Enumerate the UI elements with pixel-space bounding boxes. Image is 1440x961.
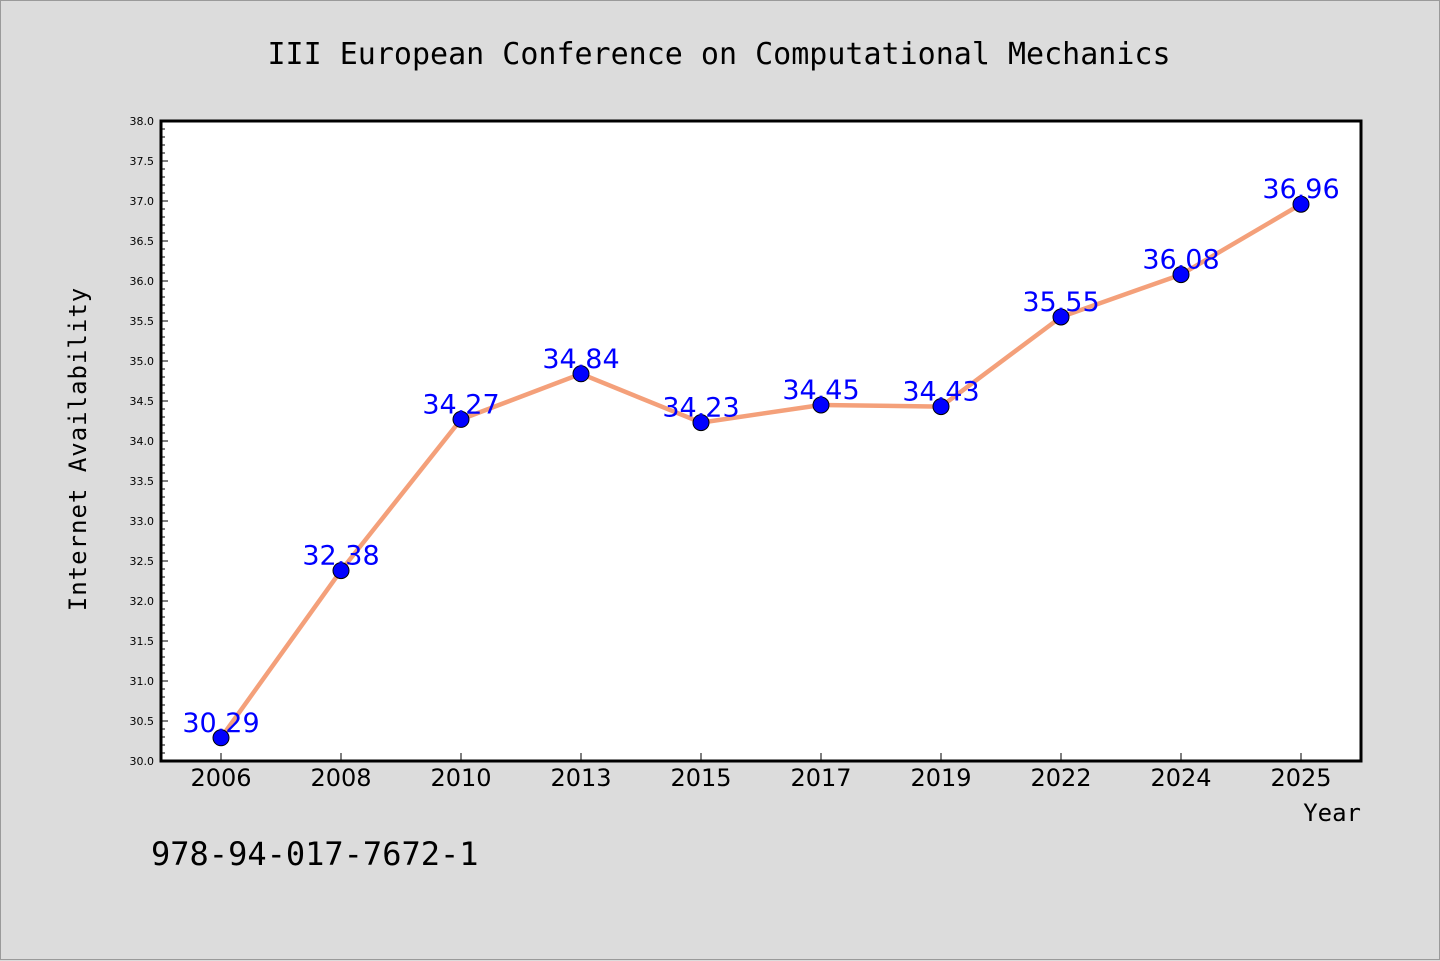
x-axis-label: Year (1303, 799, 1361, 827)
x-tick-label: 2024 (1150, 764, 1211, 792)
y-tick-label: 31.0 (130, 675, 155, 688)
data-point (1052, 308, 1070, 326)
data-label: 34.84 (542, 344, 619, 375)
chart-title: III European Conference on Computational… (267, 37, 1170, 72)
y-tick-label: 33.5 (130, 475, 155, 488)
y-tick-label: 36.5 (130, 235, 155, 248)
x-tick-label: 2008 (310, 764, 371, 792)
y-tick-label: 35.5 (130, 315, 155, 328)
x-tick-label: 2025 (1270, 764, 1331, 792)
x-tick-label: 2022 (1030, 764, 1091, 792)
y-tick-label: 34.0 (130, 435, 155, 448)
data-point (1172, 266, 1190, 284)
x-axis: 2006 2008 2010 2013 2015 2017 2019 2022 2024 2025 (190, 753, 1332, 792)
data-point (212, 729, 230, 747)
data-point (1292, 195, 1310, 213)
y-tick-label: 35.0 (130, 355, 155, 368)
x-tick-label: 2010 (430, 764, 491, 792)
y-axis: 30.0 30.5 31.0 31.5 32.0 32.5 33.0 33.5 34.0 34.5… (130, 115, 168, 768)
y-tick-label: 32.0 (130, 595, 155, 608)
data-point (932, 398, 950, 416)
y-tick-label: 33.0 (130, 515, 155, 528)
y-tick-label: 34.5 (130, 395, 155, 408)
y-tick-label: 32.5 (130, 555, 155, 568)
data-label: 35.55 (1022, 287, 1099, 318)
data-label: 36.08 (1142, 245, 1219, 276)
data-point (572, 365, 590, 383)
x-tick-label: 2019 (910, 764, 971, 792)
data-point (452, 410, 470, 428)
y-tick-label: 30.0 (130, 755, 155, 768)
data-point (692, 414, 710, 432)
y-tick-label: 30.5 (130, 715, 155, 728)
y-tick-label: 37.0 (130, 195, 155, 208)
data-label: 34.27 (422, 389, 499, 420)
x-tick-label: 2006 (190, 764, 251, 792)
y-tick-label: 31.5 (130, 635, 155, 648)
y-axis-label: Internet Availability (64, 287, 92, 611)
data-label: 36.96 (1262, 174, 1339, 205)
series-line (218, 201, 1304, 741)
x-tick-label: 2017 (790, 764, 851, 792)
data-point (812, 396, 830, 414)
data-point (332, 562, 350, 580)
data-label: 32.38 (302, 541, 379, 572)
x-tick-label: 2013 (550, 764, 611, 792)
y-tick-label: 38.0 (130, 115, 155, 128)
y-tick-label: 36.0 (130, 275, 155, 288)
y-tick-label: 37.5 (130, 155, 155, 168)
data-label: 30.29 (182, 708, 259, 739)
data-label: 34.23 (662, 393, 739, 424)
series-layer: 30.29 32.38 34.27 34.84 34.23 34.45 34.43 35.55… (182, 174, 1340, 747)
x-tick-label: 2015 (670, 764, 731, 792)
isbn-text: 978-94-017-7672-1 (151, 835, 479, 873)
data-label: 34.45 (782, 375, 859, 406)
plot-area (159, 119, 1363, 763)
data-label: 34.43 (902, 377, 979, 408)
